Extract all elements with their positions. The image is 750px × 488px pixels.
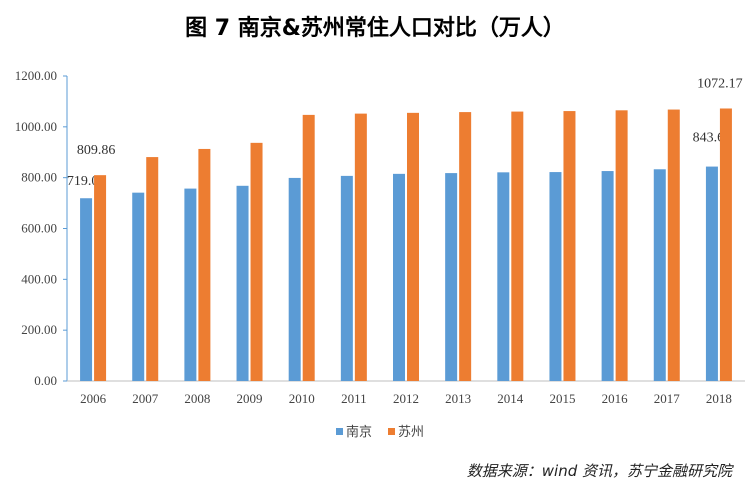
bar-suzhou bbox=[407, 112, 419, 382]
y-tick-label: 600.00 bbox=[21, 221, 57, 236]
y-tick-label: 1000.00 bbox=[15, 119, 57, 134]
bar-nanjing bbox=[705, 166, 718, 381]
x-tick-label: 2009 bbox=[237, 391, 263, 406]
data-label: 809.86 bbox=[77, 143, 116, 158]
legend-label: 南京 bbox=[346, 424, 372, 440]
bar-suzhou bbox=[459, 112, 472, 381]
source-note: 数据来源：wind 资讯，苏宁金融研究院 bbox=[466, 462, 732, 480]
bar-nanjing bbox=[184, 188, 197, 381]
x-tick-label: 2015 bbox=[549, 391, 575, 406]
bar-suzhou bbox=[719, 108, 732, 382]
bar-nanjing bbox=[549, 172, 562, 381]
y-tick-label: 0.00 bbox=[34, 373, 57, 388]
bar-nanjing bbox=[445, 173, 458, 381]
bar-suzhou bbox=[250, 142, 263, 381]
bar-nanjing bbox=[653, 169, 666, 381]
x-tick-label: 2007 bbox=[132, 391, 159, 406]
x-tick-label: 2011 bbox=[341, 391, 367, 406]
x-tick-label: 2006 bbox=[80, 391, 107, 406]
bar-nanjing bbox=[601, 171, 614, 381]
y-tick-label: 800.00 bbox=[21, 170, 57, 185]
x-tick-label: 2010 bbox=[289, 391, 315, 406]
bar-suzhou bbox=[563, 111, 576, 381]
bar-nanjing bbox=[393, 173, 405, 381]
x-tick-label: 2017 bbox=[654, 391, 681, 406]
x-tick-label: 2014 bbox=[497, 391, 524, 406]
bar-nanjing bbox=[497, 172, 510, 381]
y-tick-label: 200.00 bbox=[21, 322, 57, 337]
bar-suzhou bbox=[667, 109, 680, 382]
x-tick-label: 2016 bbox=[602, 391, 629, 406]
legend-label: 苏州 bbox=[398, 424, 424, 440]
x-tick-label: 2018 bbox=[706, 391, 732, 406]
bar-suzhou bbox=[354, 113, 367, 381]
bar-nanjing bbox=[288, 177, 301, 381]
bar-suzhou bbox=[146, 157, 159, 381]
bar-suzhou bbox=[94, 175, 107, 381]
y-tick-label: 1200.00 bbox=[15, 68, 57, 83]
legend-swatch bbox=[336, 428, 343, 435]
chart-title: 图 7 南京&苏州常住人口对比（万人） bbox=[185, 16, 565, 41]
bar-nanjing bbox=[340, 175, 353, 381]
y-tick-label: 400.00 bbox=[21, 271, 57, 286]
x-tick-label: 2013 bbox=[445, 391, 471, 406]
bar-suzhou bbox=[511, 111, 524, 381]
x-tick-label: 2012 bbox=[393, 391, 419, 406]
bar-nanjing bbox=[236, 185, 249, 381]
bar-suzhou bbox=[615, 110, 628, 381]
bar-nanjing bbox=[132, 192, 145, 381]
bar-suzhou bbox=[198, 148, 211, 381]
legend-swatch bbox=[388, 428, 395, 435]
x-tick-label: 2008 bbox=[184, 391, 210, 406]
bar-nanjing bbox=[80, 198, 93, 381]
data-label: 1072.17 bbox=[697, 76, 743, 91]
bar-suzhou bbox=[302, 114, 315, 381]
